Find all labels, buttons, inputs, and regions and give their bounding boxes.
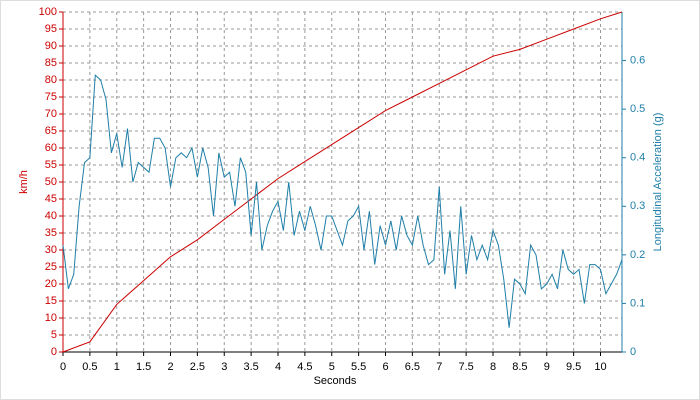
y-tick-label: 25 <box>45 261 57 273</box>
x-tick-label: 0 <box>60 361 66 373</box>
x-tick-label: 5.5 <box>351 361 366 373</box>
x-tick-label: 1.5 <box>136 361 151 373</box>
y-tick-label: 60 <box>45 142 57 154</box>
x-tick-label: 6 <box>382 361 388 373</box>
y-tick-label: 10 <box>45 312 57 324</box>
series-line <box>62 74 623 328</box>
x-tick-label: 5 <box>329 361 335 373</box>
y-axis-label: km/h <box>18 170 30 194</box>
y2-tick-label: 0.3 <box>630 200 645 212</box>
y-tick-label: 90 <box>45 40 57 52</box>
x-tick-label: 9 <box>544 361 550 373</box>
y-tick-label: 85 <box>45 57 57 69</box>
y-tick-label: 5 <box>51 329 57 341</box>
y2-tick-label: 0 <box>630 346 636 358</box>
y-tick-label: 75 <box>45 91 57 103</box>
x-tick-label: 0.5 <box>82 361 97 373</box>
y-tick-label: 15 <box>45 295 57 307</box>
x-tick-label: 2.5 <box>190 361 205 373</box>
y2-tick-label: 0.1 <box>630 297 645 309</box>
y-tick-label: 65 <box>45 125 57 137</box>
y-tick-label: 50 <box>45 176 57 188</box>
y-tick-label: 45 <box>45 193 57 205</box>
x-tick-label: 8.5 <box>512 361 527 373</box>
y-tick-label: 95 <box>45 23 57 35</box>
y2-tick-label: 0.5 <box>630 103 645 115</box>
x-tick-label: 2 <box>167 361 173 373</box>
x-axis-label: Seconds <box>314 375 357 387</box>
y-tick-label: 80 <box>45 74 57 86</box>
x-tick-label: 7.5 <box>458 361 473 373</box>
y-tick-label: 35 <box>45 227 57 239</box>
y-tick-label: 30 <box>45 244 57 256</box>
x-tick-label: 3 <box>221 361 227 373</box>
x-tick-label: 1 <box>114 361 120 373</box>
y-tick-label: 100 <box>39 6 57 18</box>
x-tick-label: 7 <box>436 361 442 373</box>
y2-tick-label: 0.6 <box>630 54 645 66</box>
y-tick-label: 55 <box>45 159 57 171</box>
x-tick-label: 3.5 <box>243 361 258 373</box>
y2-tick-label: 0.4 <box>630 152 645 164</box>
x-tick-label: 9.5 <box>566 361 581 373</box>
x-tick-label: 6.5 <box>405 361 420 373</box>
y2-tick-label: 0.2 <box>630 249 645 261</box>
y-tick-label: 40 <box>45 210 57 222</box>
x-tick-label: 4 <box>275 361 281 373</box>
y-tick-label: 70 <box>45 108 57 120</box>
series-line <box>62 11 623 353</box>
x-tick-label: 4.5 <box>297 361 312 373</box>
x-tick-label: 10 <box>594 361 606 373</box>
y-tick-label: 20 <box>45 278 57 290</box>
y-tick-label: 0 <box>51 346 57 358</box>
x-tick-label: 8 <box>490 361 496 373</box>
y2-axis-label: Longitudinal Acceleration (g) <box>652 113 664 252</box>
